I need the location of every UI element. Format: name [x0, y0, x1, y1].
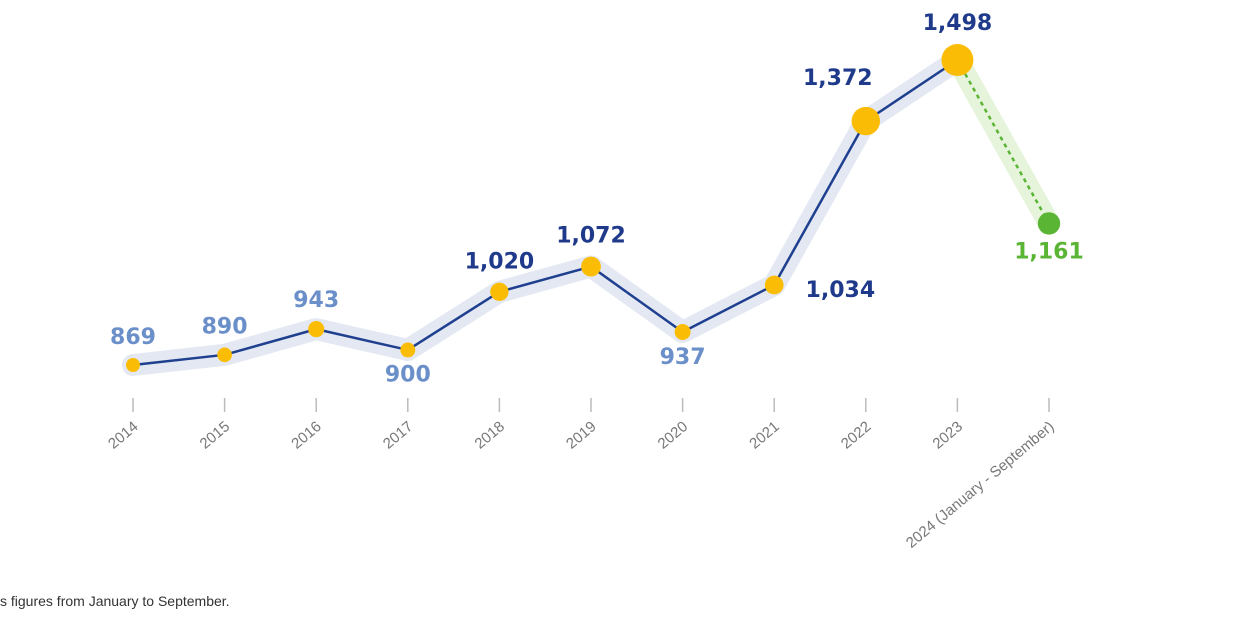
footnote: s figures from January to September. [0, 593, 230, 609]
line [132, 58, 959, 367]
value-label: 869 [110, 325, 156, 350]
value-label: 900 [385, 362, 431, 387]
x-tick-label: 2022 [838, 418, 874, 452]
x-tick-label: 2018 [471, 418, 507, 452]
value-label: 1,020 [465, 250, 535, 275]
x-tick-label: 2017 [380, 418, 416, 452]
value-label: 943 [293, 288, 339, 313]
value-label: 1,034 [806, 278, 876, 303]
marker [1037, 212, 1061, 235]
value-label: 937 [660, 345, 706, 370]
partial-halo [946, 49, 1060, 235]
x-tick-label: 2020 [655, 418, 691, 452]
value-label: 1,372 [803, 66, 873, 91]
marker [764, 275, 784, 295]
value-label: 1,498 [923, 11, 993, 36]
x-tick-label: 2021 [746, 418, 782, 452]
marker [581, 256, 601, 277]
value-label: 890 [202, 315, 248, 340]
line-halo [122, 49, 969, 376]
value-label: 1,161 [1014, 240, 1084, 265]
marker [308, 321, 325, 338]
marker [217, 347, 232, 363]
marker [126, 358, 140, 372]
x-tick-label: 2024 (January - September) [903, 418, 1058, 552]
marker [400, 342, 416, 358]
x-tick-label: 2019 [563, 418, 599, 452]
value-label: 1,072 [556, 224, 626, 249]
x-tick-label: 2023 [929, 418, 965, 452]
x-tick-label: 2016 [288, 418, 324, 452]
x-tick-label: 2014 [105, 418, 141, 452]
x-tick-label: 2015 [197, 418, 233, 452]
marker [851, 106, 880, 136]
marker [941, 44, 974, 76]
marker [674, 324, 691, 341]
marker [490, 282, 509, 301]
